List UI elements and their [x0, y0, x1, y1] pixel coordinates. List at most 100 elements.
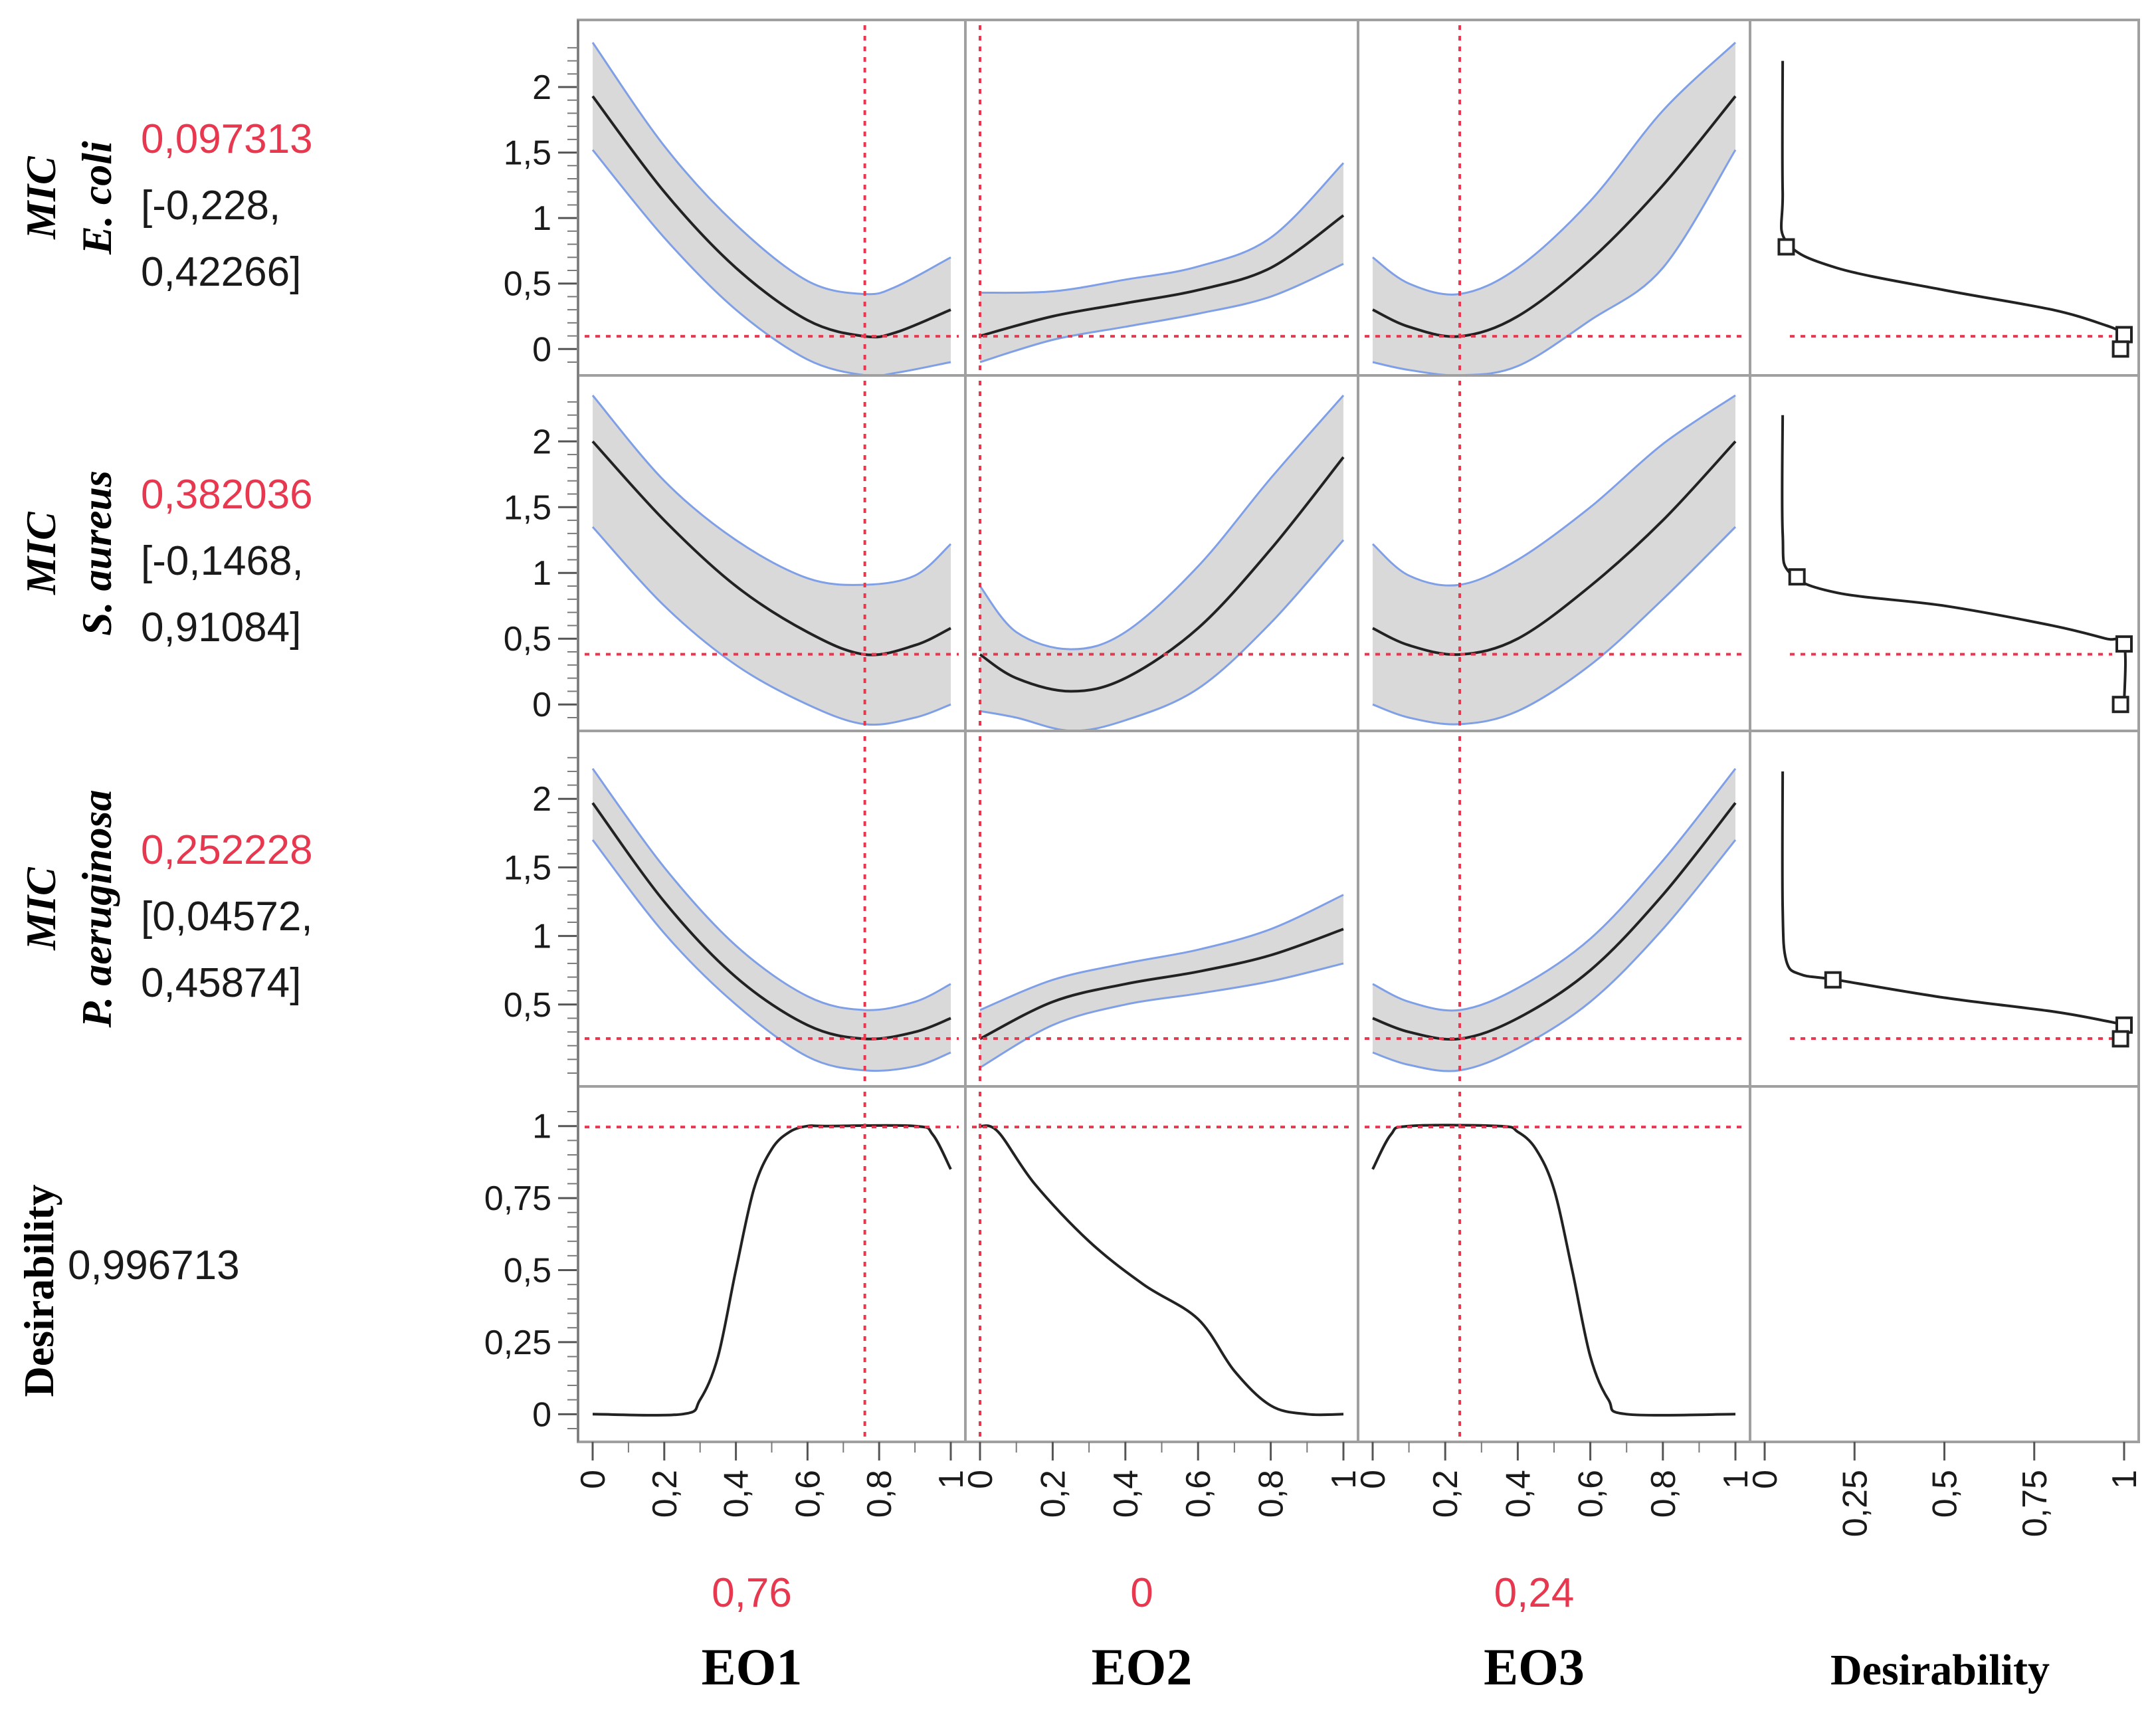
- response-current-value: 0,252228: [141, 827, 313, 873]
- prediction-trace: [591, 440, 951, 656]
- confidence-upper-line: [979, 162, 1345, 294]
- y-tick-label: 2: [532, 780, 551, 819]
- desirability-function-curve: [1781, 771, 2125, 1027]
- cell-frame: [1749, 730, 2140, 1088]
- desirability-control-point: [2115, 635, 2133, 653]
- desirability-control-point: [1777, 238, 1795, 256]
- factor-current-value: 0: [1130, 1570, 1153, 1616]
- x-tick-label: 0,8: [860, 1470, 899, 1518]
- x-tick-label: 0,25: [1836, 1470, 1874, 1537]
- confidence-upper-line: [979, 894, 1344, 1011]
- y-tick-label: 2: [532, 423, 551, 461]
- y-tick-label: 0,75: [484, 1179, 551, 1218]
- response-name-group: MIC S. aureus: [17, 470, 120, 636]
- prediction-trace: [1371, 1124, 1736, 1417]
- y-tick-label: 0,5: [504, 620, 551, 658]
- y-tick-label: 1: [532, 1108, 551, 1146]
- confidence-interval-high: 0,45874]: [141, 960, 301, 1006]
- confidence-upper-line: [1371, 394, 1736, 587]
- desirability-function-curve: [1781, 415, 2127, 705]
- prediction-trace: [1372, 802, 1737, 1041]
- x-tick-label: 0,6: [1179, 1470, 1218, 1518]
- factor-name: EO2: [1092, 1638, 1193, 1696]
- desirability-axis-title: Desirability: [1830, 1646, 2050, 1694]
- confidence-interval-low: [0,04572,: [141, 894, 313, 940]
- x-tick-label: 1: [932, 1470, 971, 1489]
- trace-group: [1365, 736, 1743, 1086]
- response-name-group: MIC E. coli: [17, 141, 120, 255]
- y-tick-label: 1,5: [504, 849, 551, 887]
- y-tick-label: 1: [532, 199, 551, 238]
- trace-group: [972, 25, 1351, 375]
- prediction-trace: [979, 928, 1344, 1041]
- cell-frame: [1749, 374, 2140, 732]
- confidence-band: [1373, 768, 1735, 1072]
- x-tick-label: 0: [961, 1470, 1000, 1489]
- cell-frame: [1357, 1085, 1751, 1443]
- desirability-function-group: [1781, 771, 2133, 1048]
- factor-current-value: 0,24: [1494, 1570, 1575, 1616]
- trace-group: [972, 381, 1351, 731]
- prediction-trace: [591, 95, 951, 339]
- x-tick-label: 1: [1717, 1470, 1755, 1489]
- y-tick-label: 0,5: [504, 1252, 551, 1290]
- desirability-control-point: [2111, 696, 2129, 714]
- x-tick-label: 0,4: [1107, 1470, 1145, 1518]
- prediction-trace: [1372, 95, 1737, 338]
- confidence-lower-line: [1372, 149, 1737, 375]
- x-tick-label: 0,5: [1926, 1470, 1965, 1518]
- desirability-current-value: 0,996713: [68, 1243, 240, 1288]
- confidence-lower-line: [979, 962, 1344, 1068]
- x-tick-label: 0,6: [789, 1470, 827, 1518]
- confidence-band: [980, 163, 1343, 363]
- confidence-band: [593, 768, 951, 1071]
- confidence-upper-line: [591, 767, 951, 1011]
- prediction-trace: [979, 214, 1345, 338]
- y-tick-label: 1: [532, 918, 551, 956]
- y-tick-label: 0: [532, 330, 551, 369]
- trace-group: [585, 381, 959, 731]
- confidence-upper-line: [591, 42, 951, 296]
- response-name-line2: E. coli: [73, 141, 120, 255]
- cell-frame: [964, 1085, 1359, 1443]
- x-tick-label: 0,2: [1034, 1470, 1072, 1518]
- confidence-lower-line: [979, 539, 1345, 731]
- x-tick-label: 1: [1325, 1470, 1363, 1489]
- confidence-lower-line: [591, 149, 951, 375]
- desirability-function-curve: [1779, 60, 2125, 335]
- x-tick-label: 0,6: [1572, 1470, 1611, 1518]
- x-tick-label: 0: [1746, 1470, 1785, 1489]
- y-tick-label: 1: [532, 554, 551, 593]
- trace-group: [972, 736, 1351, 1086]
- x-tick-label: 0,2: [646, 1470, 684, 1518]
- cell-frame: [1749, 19, 2140, 377]
- confidence-band: [1373, 395, 1735, 725]
- y-tick-label: 0: [532, 686, 551, 724]
- confidence-lower-line: [591, 526, 951, 726]
- x-tick-label: 0,2: [1426, 1470, 1465, 1518]
- confidence-band: [980, 894, 1343, 1068]
- response-name-line2: P. aeruginosa: [73, 789, 120, 1028]
- desirability-row-label-group: Desirability: [15, 1185, 62, 1397]
- response-name-line2: S. aureus: [73, 470, 120, 636]
- cell-frame: [1749, 1085, 2140, 1443]
- x-tick-label: 0,8: [1644, 1470, 1683, 1518]
- response-current-value: 0,097313: [141, 116, 313, 162]
- trace-group: [585, 25, 959, 375]
- confidence-band: [593, 43, 951, 375]
- y-tick-label: 0,25: [484, 1324, 551, 1362]
- trace-group: [585, 1092, 959, 1442]
- factor-name: EO1: [702, 1638, 803, 1696]
- prediction-trace: [1372, 440, 1737, 656]
- y-tick-label: 1,5: [504, 134, 551, 173]
- prediction-trace: [979, 1124, 1344, 1417]
- trace-group: [1365, 25, 1743, 375]
- trace-group: [585, 736, 959, 1086]
- confidence-band: [593, 395, 951, 725]
- x-tick-label: 0,4: [1499, 1470, 1537, 1518]
- y-tick-label: 0: [532, 1395, 551, 1434]
- cell-frame: [577, 1085, 967, 1443]
- confidence-interval-low: [-0,228,: [141, 183, 280, 229]
- x-tick-label: 0,75: [2016, 1470, 2054, 1537]
